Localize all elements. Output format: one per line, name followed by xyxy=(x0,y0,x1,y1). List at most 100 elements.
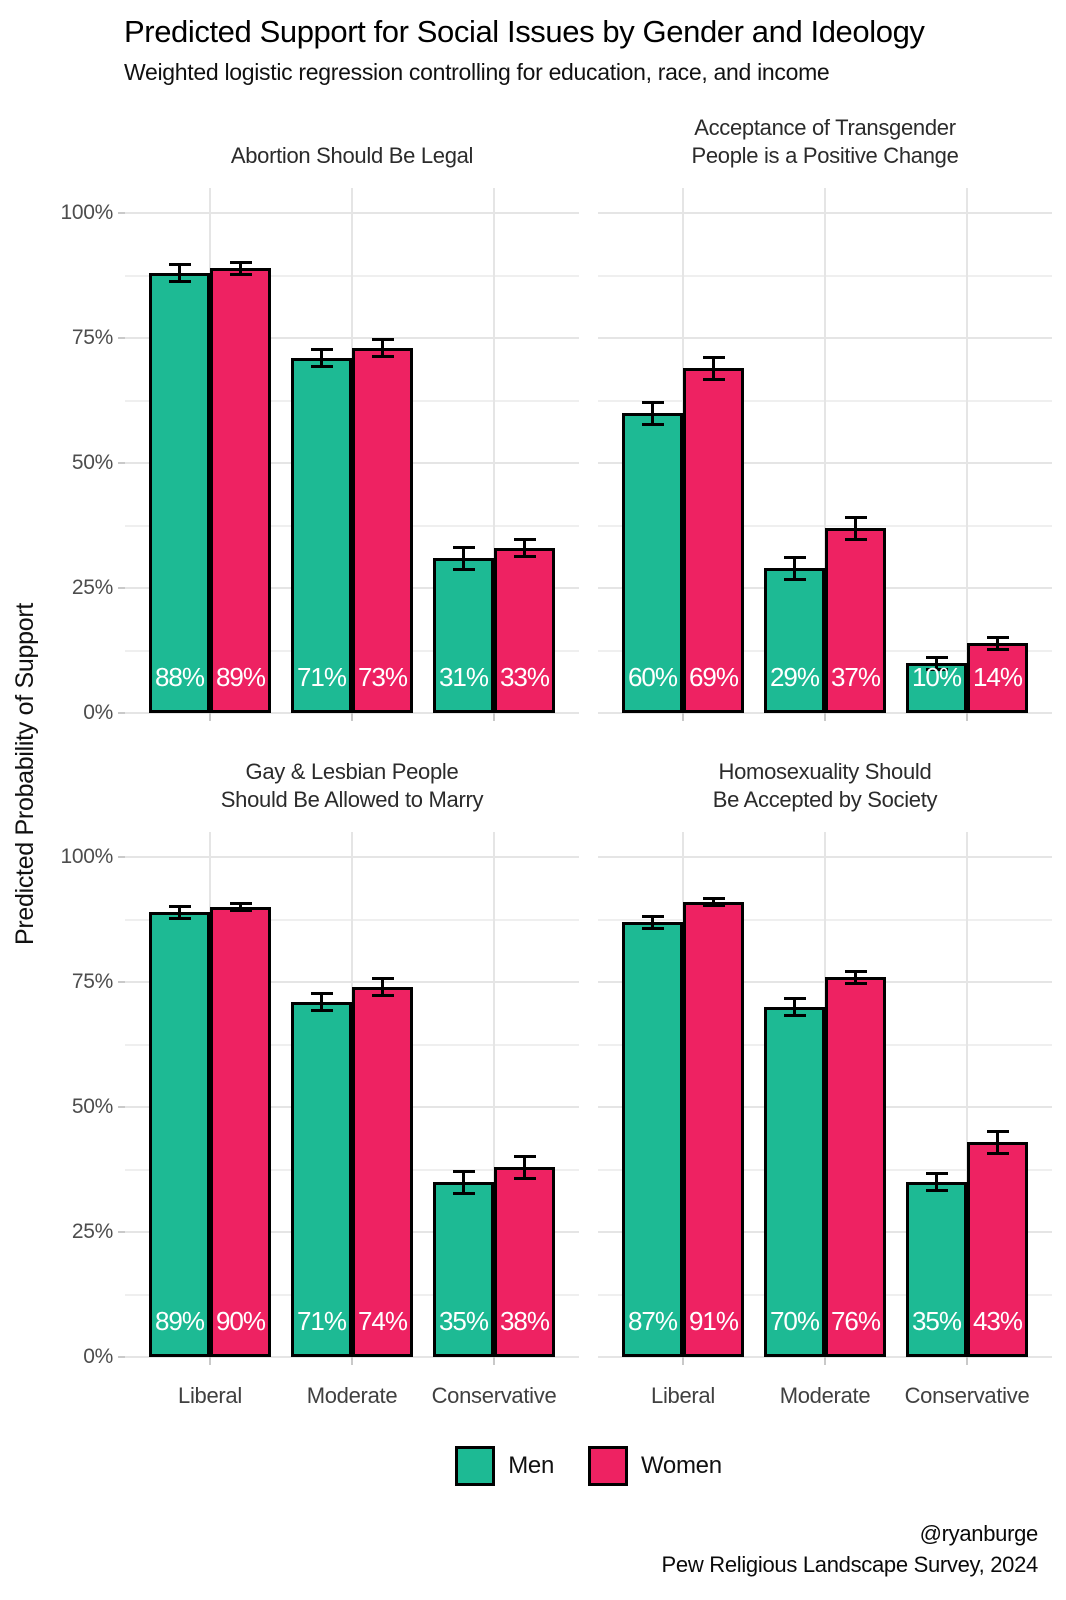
error-bar-cap-top xyxy=(986,1129,1009,1133)
y-tick-label: 25% xyxy=(71,1220,113,1243)
bar-value-label: 89% xyxy=(154,1306,205,1336)
bar-women xyxy=(967,643,1028,713)
error-bar-stem xyxy=(462,1169,465,1195)
error-bar-cap-bottom xyxy=(641,422,664,426)
facet-panel: 0% 25% 50% 75% 100% Liberal Moderate Conservati… xyxy=(60,832,579,1408)
bar-women xyxy=(683,368,744,713)
bar-men xyxy=(433,1182,494,1357)
x-tick-mark xyxy=(824,1357,826,1365)
bar-value-label: 33% xyxy=(499,662,550,692)
bar-value-label: 74% xyxy=(357,1306,408,1336)
legend-swatch-men xyxy=(455,1446,496,1486)
x-tick-mark xyxy=(682,713,684,721)
error-bar-stem xyxy=(854,515,857,541)
error-bar-stem xyxy=(320,348,323,368)
error-bar-cap-top xyxy=(168,263,191,266)
error-bar-stem xyxy=(320,992,323,1012)
legend-item-men: Men xyxy=(455,1446,554,1486)
bar-value-label: 35% xyxy=(438,1306,489,1336)
caption: @ryanburge Pew Religious Landscape Surve… xyxy=(662,1518,1039,1580)
error-bar-stem xyxy=(651,914,654,930)
error-bar-cap-top xyxy=(452,545,475,549)
error-bar-stem xyxy=(381,338,384,358)
y-tick-mark xyxy=(118,587,125,589)
x-tick-mark xyxy=(209,713,211,721)
error-bar-cap-bottom xyxy=(925,667,948,671)
bar-men xyxy=(906,1182,967,1357)
bar-value-label: 70% xyxy=(769,1306,820,1336)
error-bar-cap-top xyxy=(371,338,394,341)
x-tick-mark xyxy=(824,713,826,721)
error-bar-cap-top xyxy=(513,538,536,541)
error-bar-stem xyxy=(996,635,999,651)
y-tick-mark xyxy=(118,337,125,339)
bar-men xyxy=(764,568,825,713)
error-bar-cap-bottom xyxy=(310,365,333,368)
chart-subtitle: Weighted logistic regression controlling… xyxy=(124,59,830,85)
bar-women xyxy=(825,977,886,1357)
bar-value-label: 88% xyxy=(154,662,205,692)
error-bar-cap-bottom xyxy=(513,555,536,558)
bar-women xyxy=(494,548,555,713)
bar-value-label: 29% xyxy=(769,662,820,692)
error-bar-cap-bottom xyxy=(452,567,475,571)
y-tick-label: 50% xyxy=(71,1095,113,1118)
error-bar-cap-bottom xyxy=(452,1191,475,1195)
error-bar-cap-bottom xyxy=(783,577,806,581)
bar-men xyxy=(149,912,210,1357)
bar-women xyxy=(967,1142,1028,1357)
error-bar-cap-top xyxy=(702,897,725,900)
error-bar-cap-top xyxy=(513,1154,536,1158)
error-bar-stem xyxy=(178,263,181,283)
error-bar-cap-top xyxy=(229,260,252,264)
facet-panel: Liberal Moderate Conservative 87% 70% 35% 91% 7… xyxy=(598,832,1052,1408)
error-bar-stem xyxy=(996,1129,999,1155)
error-bar-cap-top xyxy=(452,1169,475,1173)
error-bar-stem xyxy=(462,545,465,571)
error-bar-cap-bottom xyxy=(844,537,867,541)
y-tick-mark xyxy=(118,1106,125,1108)
bar-value-label: 90% xyxy=(215,1306,266,1336)
x-tick-mark xyxy=(493,1357,495,1365)
y-tick-label: 100% xyxy=(60,201,113,224)
legend-swatch-women xyxy=(588,1446,629,1486)
error-bar-cap-top xyxy=(844,515,867,519)
error-bar-stem xyxy=(651,400,654,426)
bar-value-label: 91% xyxy=(688,1306,739,1336)
x-category-label: Liberal xyxy=(651,1383,715,1408)
x-category-label: Moderate xyxy=(779,1383,871,1408)
facet-title: Homosexuality Should Be Accepted by Soci… xyxy=(712,759,938,812)
error-bar-cap-top xyxy=(310,348,333,351)
x-tick-mark xyxy=(209,1357,211,1365)
error-bar-stem xyxy=(178,904,181,920)
bar-women xyxy=(825,528,886,713)
chart-title: Predicted Support for Social Issues by G… xyxy=(124,14,925,49)
error-bar-stem xyxy=(712,355,715,381)
bar-value-label: 89% xyxy=(215,662,266,692)
y-tick-mark xyxy=(118,462,125,464)
bar-women xyxy=(683,902,744,1357)
bar-value-label: 69% xyxy=(688,662,739,692)
error-bar-stem xyxy=(239,260,242,276)
error-bar-stem xyxy=(712,897,715,907)
facet-title: Acceptance of Transgender People is a Po… xyxy=(691,115,959,168)
x-category-label: Liberal xyxy=(178,1383,242,1408)
error-bar-cap-bottom xyxy=(513,1176,536,1180)
gridline-vertical xyxy=(966,188,968,713)
bar-men xyxy=(764,1007,825,1357)
bar-value-label: 14% xyxy=(972,662,1023,692)
bar-men xyxy=(622,922,683,1357)
error-bar-cap-top xyxy=(229,902,252,905)
error-bar-cap-top xyxy=(702,355,725,359)
y-tick-label: 100% xyxy=(60,845,113,868)
error-bar-cap-top xyxy=(986,635,1009,639)
error-bar-cap-bottom xyxy=(229,272,252,276)
bar-value-label: 71% xyxy=(296,1306,347,1336)
error-bar-cap-bottom xyxy=(925,1189,948,1192)
error-bar-stem xyxy=(381,977,384,997)
gridline-vertical xyxy=(966,832,968,1357)
error-bar-cap-top xyxy=(641,914,664,918)
bar-men xyxy=(291,358,352,713)
bar-women xyxy=(210,907,271,1357)
y-tick-label: 25% xyxy=(71,576,113,599)
